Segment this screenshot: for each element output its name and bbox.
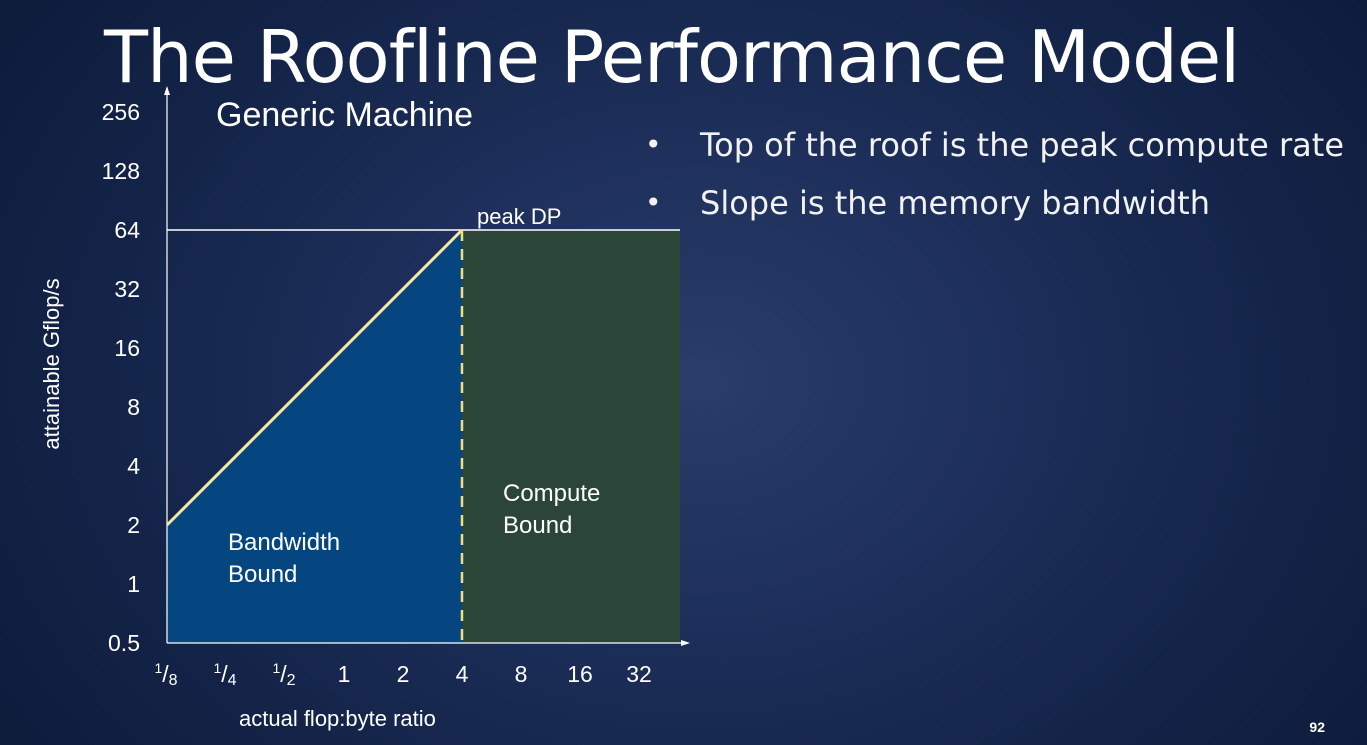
y-tick-label: 4 — [127, 453, 140, 479]
y-tick-label: 256 — [102, 99, 140, 125]
x-tick-label: 1/8 — [154, 660, 177, 689]
compute-bound-label: Compute — [503, 480, 600, 507]
y-tick-label: 0.5 — [108, 630, 140, 656]
bullet-text: Top of the roof is the peak compute rate — [700, 126, 1344, 164]
x-axis-label: actual flop:byte ratio — [239, 706, 436, 731]
y-axis-label: attainable Gflop/s — [39, 278, 64, 449]
bullet-item: • Top of the roof is the peak compute rat… — [645, 116, 1344, 174]
x-tick-label: 1 — [338, 661, 351, 687]
bullet-text: Slope is the memory bandwidth — [700, 184, 1210, 222]
y-tick-label: 8 — [127, 394, 140, 420]
x-tick-label: 8 — [515, 661, 528, 687]
y-tick-label: 128 — [102, 158, 140, 184]
memory-bandwidth-slope-line — [165, 228, 464, 527]
compute-bound-label: Bound — [503, 512, 572, 539]
x-tick-label: 1/4 — [213, 660, 236, 689]
x-axis-arrow-icon — [681, 640, 690, 646]
roofline-chart: 0.5 1 2 4 8 16 32 64 256 128 1/8 1/4 1/2 1 2 4 8 16 32 Gene… — [39, 86, 690, 731]
x-tick-label: 2 — [397, 661, 410, 687]
y-tick-label: 2 — [127, 512, 140, 538]
compute-bound-region — [462, 230, 680, 643]
bullet-list: • Top of the roof is the peak compute rat… — [645, 116, 1344, 232]
x-tick-label: 1/2 — [272, 660, 295, 689]
bullet-dot-icon: • — [645, 186, 662, 219]
bullet-item: • Slope is the memory bandwidth — [645, 174, 1344, 232]
y-tick-label: 32 — [114, 276, 140, 302]
bandwidth-bound-label: Bound — [228, 561, 297, 588]
page-number: 92 — [1309, 719, 1325, 735]
bandwidth-bound-region — [167, 230, 462, 643]
x-tick-label: 16 — [567, 661, 593, 687]
slide-title: The Roofline Performance Model — [104, 15, 1240, 99]
x-tick-label: 32 — [626, 661, 652, 687]
bandwidth-bound-label: Bandwidth — [228, 529, 340, 556]
y-tick-label: 1 — [127, 571, 140, 597]
peak-dp-label: peak DP — [477, 204, 561, 229]
x-tick-label: 4 — [456, 661, 469, 687]
bullet-dot-icon: • — [645, 128, 662, 161]
y-axis-arrow-icon — [164, 86, 170, 95]
y-tick-label: 64 — [114, 217, 140, 243]
y-tick-label: 16 — [114, 335, 140, 361]
chart-title: Generic Machine — [216, 96, 473, 134]
